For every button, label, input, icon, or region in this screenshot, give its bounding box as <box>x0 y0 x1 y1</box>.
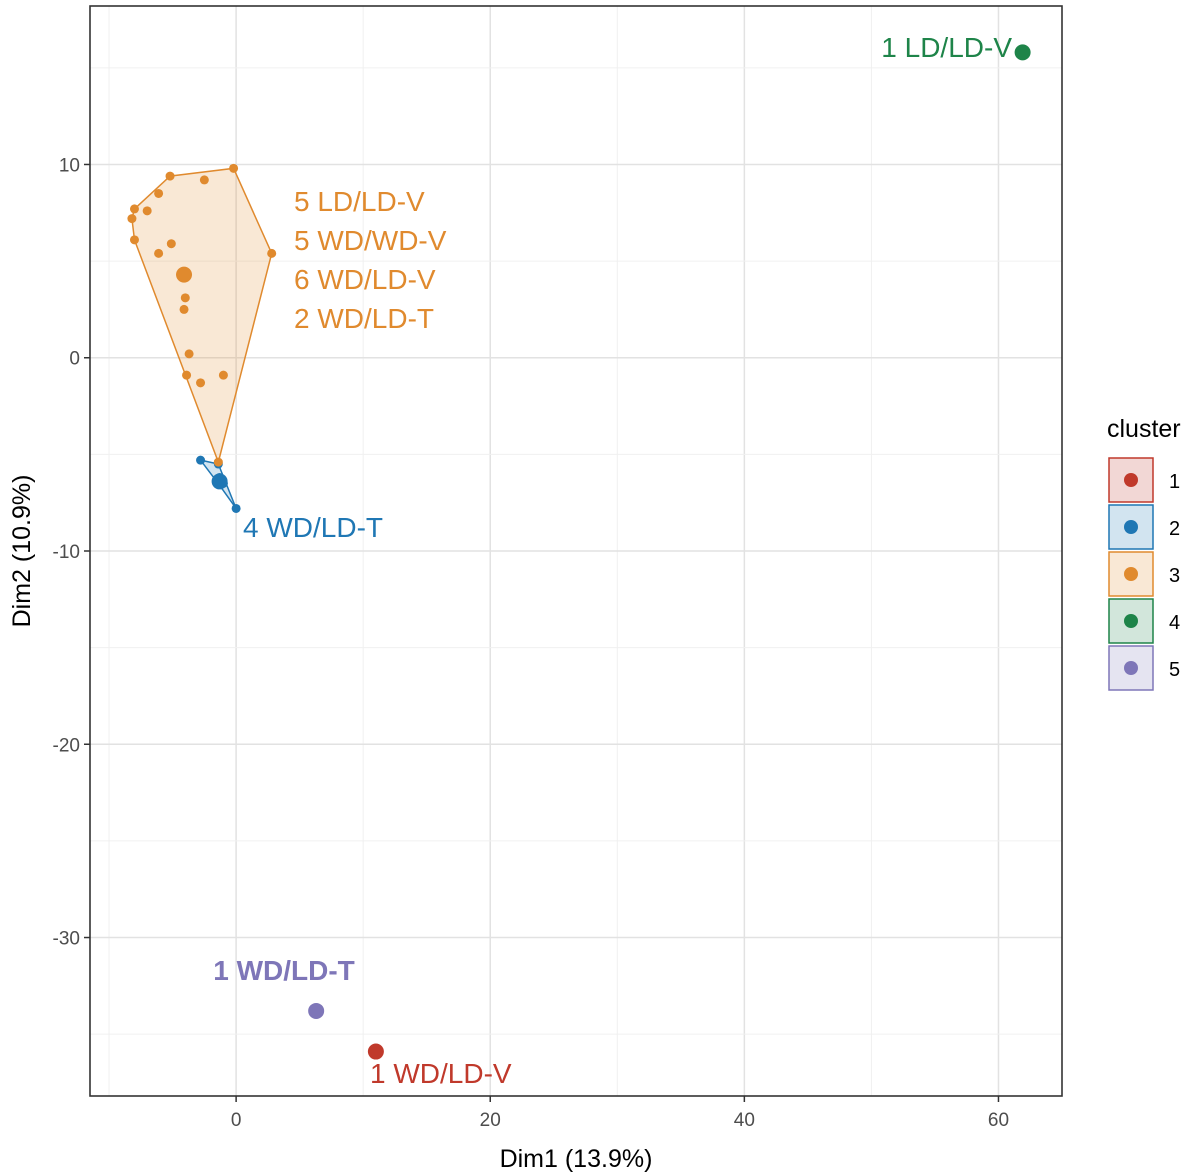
x-tick-label: 40 <box>734 1110 755 1131</box>
cluster-3-label: 5 LD/LD-V <box>294 186 425 217</box>
x-tick-label: 0 <box>231 1110 242 1131</box>
cluster-3-point <box>154 188 164 198</box>
legend-dot <box>1124 567 1138 581</box>
cluster-3-point <box>218 370 228 380</box>
point-labels: 1 WD/LD-V 4 WD/LD-T 5 LD/LD-V 5 WD/WD-V 6 WD… <box>213 32 1012 1089</box>
legend-dot <box>1124 661 1138 675</box>
cluster-2-point <box>231 503 241 513</box>
cluster-4-center-point <box>1014 44 1031 61</box>
legend-key-5: 5 <box>1108 645 1180 691</box>
legend-key-2: 2 <box>1108 504 1180 550</box>
y-tick-label: -20 <box>53 735 80 756</box>
cluster-3-point <box>179 304 189 314</box>
cluster-3-point <box>129 235 139 245</box>
cluster-3-point <box>267 248 277 258</box>
cluster-3-point <box>166 239 176 249</box>
legend-key-4: 4 <box>1108 598 1180 644</box>
cluster-2-point <box>196 455 206 465</box>
cluster-3-point <box>184 349 194 359</box>
cluster-3-label: 2 WD/LD-T <box>294 303 434 334</box>
legend-label: 5 <box>1169 659 1180 681</box>
cluster-3-point <box>229 163 239 173</box>
cluster-3-point <box>213 457 223 467</box>
cluster-1-center-point <box>367 1043 384 1060</box>
cluster-3-label: 6 WD/LD-V <box>294 264 436 295</box>
y-tick-label: 10 <box>59 155 80 176</box>
legend-key-3: 3 <box>1108 551 1180 597</box>
cluster-3-label: 5 WD/WD-V <box>294 225 447 256</box>
cluster-3-point <box>142 206 152 216</box>
cluster-2-label: 4 WD/LD-T <box>243 512 383 543</box>
cluster-3-point <box>196 378 206 388</box>
cluster-3-point <box>180 293 190 303</box>
legend-title: cluster <box>1107 415 1181 443</box>
y-tick-label: -30 <box>53 929 80 950</box>
data-points <box>127 44 1031 1060</box>
cluster-3-point <box>182 370 192 380</box>
cluster-3-center-point <box>176 266 193 283</box>
y-axis-label: Dim2 (10.9%) <box>8 475 36 628</box>
cluster-4-label: 1 LD/LD-V <box>881 32 1012 63</box>
x-tick-label: 60 <box>988 1110 1009 1131</box>
cluster-3-point <box>165 171 175 181</box>
y-tick-label: -10 <box>53 542 80 563</box>
x-axis-label: Dim1 (13.9%) <box>500 1145 653 1173</box>
y-tick-label: 0 <box>69 349 80 370</box>
y-axis-ticks: 10 0 -10 -20 -30 <box>53 155 90 950</box>
x-tick-label: 20 <box>480 1110 501 1131</box>
cluster-5-center-point <box>308 1002 325 1019</box>
cluster-5-label: 1 WD/LD-T <box>213 955 355 986</box>
cluster-3-point <box>129 204 139 214</box>
x-axis-ticks: 0 20 40 60 <box>231 1096 1009 1131</box>
legend-dot <box>1124 520 1138 534</box>
gridlines <box>90 6 1062 1096</box>
cluster-3-point <box>127 214 137 224</box>
cluster-3-point <box>199 175 209 185</box>
legend-label: 1 <box>1169 471 1180 493</box>
legend-label: 3 <box>1169 565 1180 587</box>
cluster-2-center-point <box>211 473 228 490</box>
legend-dot <box>1124 473 1138 487</box>
legend-label: 2 <box>1169 518 1180 540</box>
legend: cluster 1 2 3 4 5 <box>1107 415 1181 691</box>
legend-dot <box>1124 614 1138 628</box>
cluster-3-point <box>154 248 164 258</box>
legend-key-1: 1 <box>1108 457 1180 503</box>
legend-label: 4 <box>1169 612 1180 634</box>
cluster-1-label: 1 WD/LD-V <box>370 1058 512 1089</box>
